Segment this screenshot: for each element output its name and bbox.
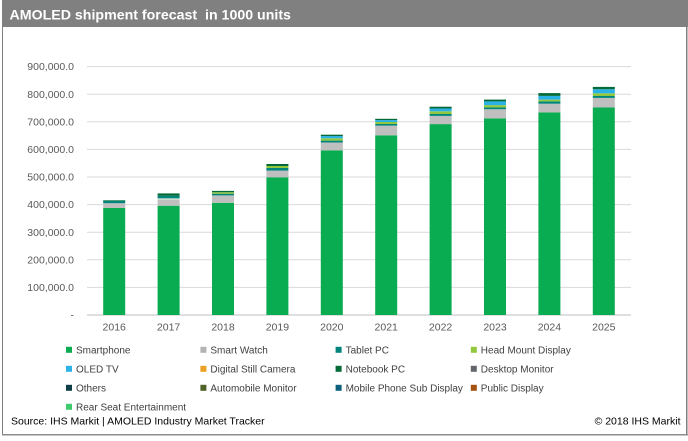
svg-text:2021: 2021	[375, 322, 399, 334]
svg-text:Rear Seat Entertainment: Rear Seat Entertainment	[76, 402, 186, 413]
svg-text:Others: Others	[76, 383, 106, 394]
svg-text:Public Display: Public Display	[481, 383, 544, 394]
svg-text:Notebook PC: Notebook PC	[346, 364, 405, 375]
svg-text:Tablet PC: Tablet PC	[346, 345, 389, 356]
svg-text:© 2018 IHS Markit: © 2018 IHS Markit	[595, 416, 681, 428]
svg-text:400,000.0: 400,000.0	[27, 199, 74, 211]
svg-text:2016: 2016	[103, 322, 127, 334]
svg-text:800,000.0: 800,000.0	[27, 89, 74, 101]
svg-text:100,000.0: 100,000.0	[27, 282, 74, 294]
svg-text:500,000.0: 500,000.0	[27, 172, 74, 184]
svg-text:Digital Still Camera: Digital Still Camera	[210, 364, 295, 375]
svg-text:700,000.0: 700,000.0	[27, 116, 74, 128]
svg-text:Smart Watch: Smart Watch	[210, 345, 267, 356]
svg-text:200,000.0: 200,000.0	[27, 254, 74, 266]
svg-text:Automobile Monitor: Automobile Monitor	[210, 383, 297, 394]
svg-text:2025: 2025	[592, 322, 616, 334]
svg-text:Smartphone: Smartphone	[76, 345, 131, 356]
svg-text:900,000.0: 900,000.0	[27, 61, 74, 73]
svg-text:600,000.0: 600,000.0	[27, 144, 74, 156]
svg-text:2017: 2017	[157, 322, 181, 334]
svg-text:Mobile Phone Sub Display: Mobile Phone Sub Display	[346, 383, 463, 394]
svg-text:-: -	[71, 310, 75, 322]
svg-text:2020: 2020	[320, 322, 344, 334]
svg-text:AMOLED shipment forecast in 1: AMOLED shipment forecast in 1000 units	[10, 8, 292, 24]
svg-text:2023: 2023	[483, 322, 507, 334]
svg-text:2019: 2019	[266, 322, 290, 334]
svg-text:2022: 2022	[429, 322, 453, 334]
svg-text:2018: 2018	[211, 322, 235, 334]
svg-text:300,000.0: 300,000.0	[27, 227, 74, 239]
svg-text:Desktop Monitor: Desktop Monitor	[481, 364, 554, 375]
svg-text:Head Mount Display: Head Mount Display	[481, 345, 571, 356]
svg-text:2024: 2024	[538, 322, 562, 334]
svg-text:Source: IHS Markit | AMOLED In: Source: IHS Markit | AMOLED Industry Mar…	[11, 416, 265, 428]
svg-text:OLED TV: OLED TV	[76, 364, 119, 375]
